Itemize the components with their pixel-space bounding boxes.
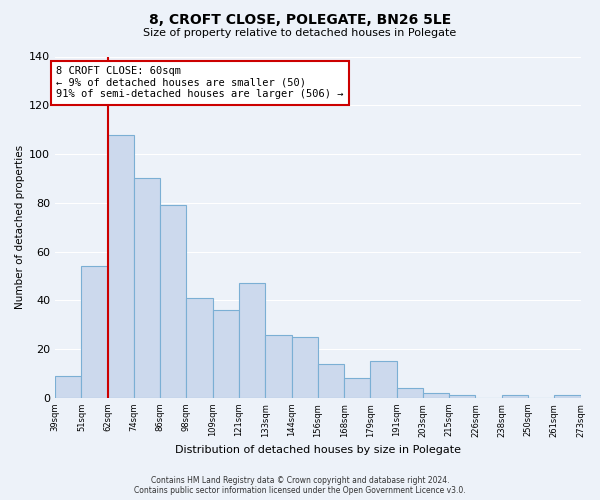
Bar (423, 393, 449, 398)
Bar (554, 396, 581, 398)
Text: Contains HM Land Registry data © Crown copyright and database right 2024.
Contai: Contains HM Land Registry data © Crown c… (134, 476, 466, 495)
Bar (213, 310, 239, 398)
Text: Size of property relative to detached houses in Polegate: Size of property relative to detached ho… (143, 28, 457, 38)
Bar (449, 396, 475, 398)
Bar (370, 362, 397, 398)
Bar (318, 364, 344, 398)
Y-axis label: Number of detached properties: Number of detached properties (15, 145, 25, 310)
Text: 8, CROFT CLOSE, POLEGATE, BN26 5LE: 8, CROFT CLOSE, POLEGATE, BN26 5LE (149, 12, 451, 26)
Bar (239, 284, 265, 398)
Bar (344, 378, 370, 398)
Bar (82, 266, 107, 398)
Bar (292, 337, 318, 398)
Bar (187, 298, 213, 398)
Bar (160, 206, 187, 398)
Text: 8 CROFT CLOSE: 60sqm
← 9% of detached houses are smaller (50)
91% of semi-detach: 8 CROFT CLOSE: 60sqm ← 9% of detached ho… (56, 66, 344, 100)
Bar (397, 388, 423, 398)
Bar (55, 376, 82, 398)
Bar (134, 178, 160, 398)
Bar (502, 396, 528, 398)
Bar (107, 134, 134, 398)
Bar (265, 334, 292, 398)
X-axis label: Distribution of detached houses by size in Polegate: Distribution of detached houses by size … (175, 445, 461, 455)
